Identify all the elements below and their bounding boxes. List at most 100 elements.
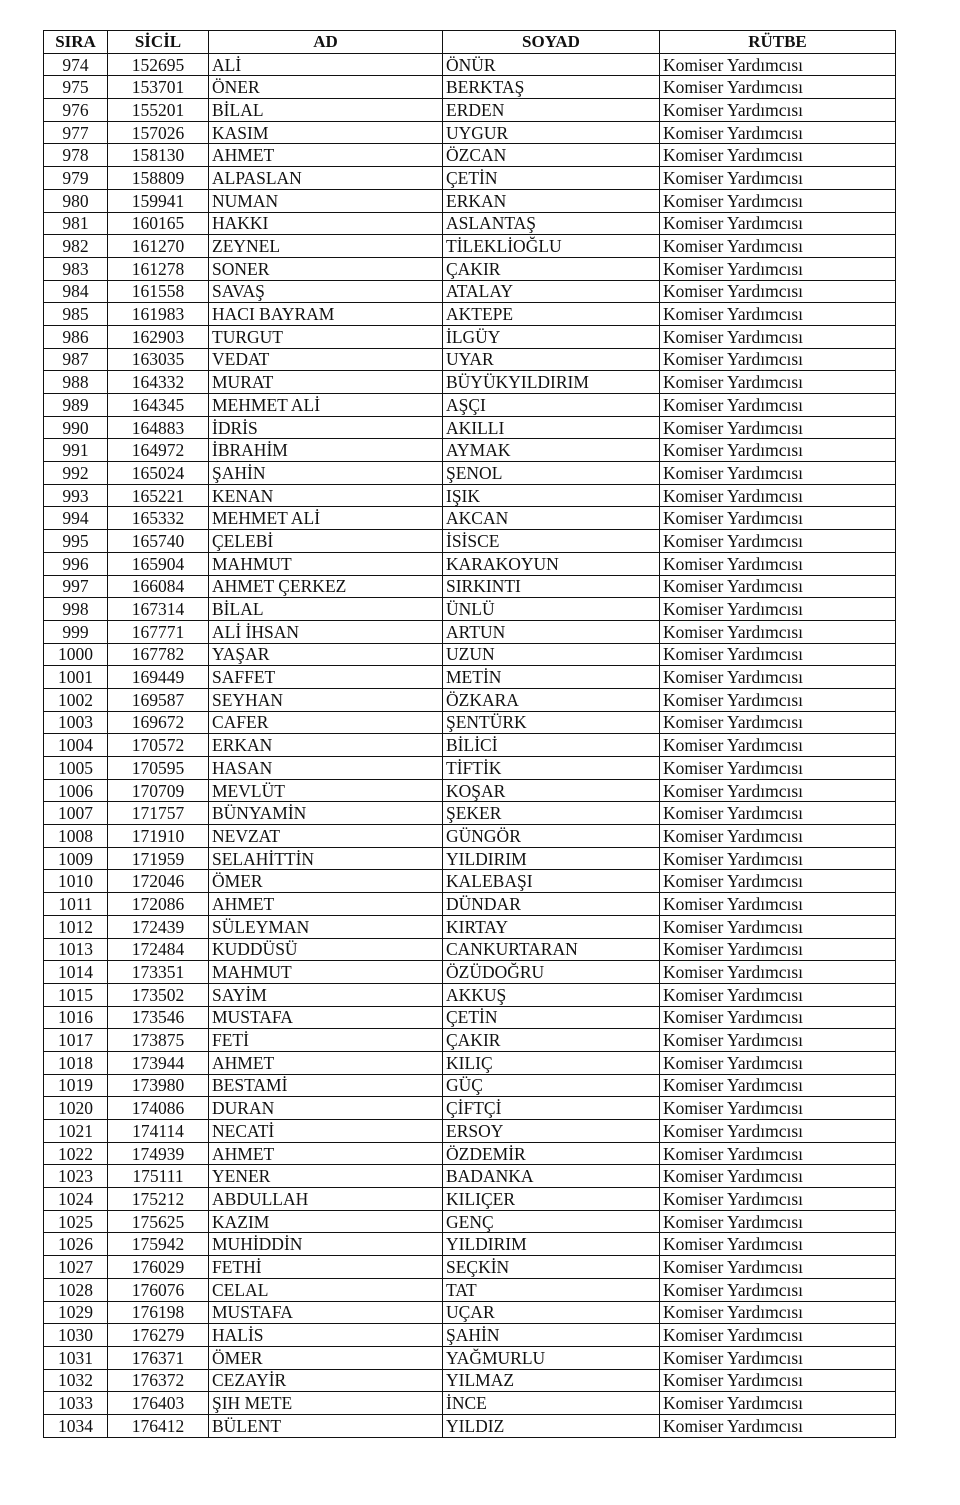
- cell-ad: İBRAHİM: [208, 438, 443, 463]
- table-row: 983 161278 SONER ÇAKIR Komiser Yardımcısı: [43, 256, 896, 281]
- cell-soyad: GÜNGÖR: [442, 824, 660, 848]
- cell-sira: 994: [43, 506, 108, 531]
- cell-sira: 1013: [43, 937, 108, 962]
- table-row: 978 158130 AHMET ÖZCAN Komiser Yardımcısı: [43, 143, 896, 168]
- table-row: 981 160165 HAKKI ASLANTAŞ Komiser Yardımcısı: [43, 211, 896, 236]
- cell-rutbe: Komiser Yardımcısı: [659, 710, 896, 735]
- cell-soyad: TİFTİK: [442, 756, 660, 780]
- cell-sira: 974: [43, 52, 108, 77]
- cell-soyad: ERKAN: [442, 188, 660, 213]
- cell-ad: SAVAŞ: [208, 279, 443, 304]
- table-row: 995 165740 ÇELEBİ İSİSCE Komiser Yardımcısı: [43, 529, 896, 553]
- table-row: 979 158809 ALPASLAN ÇETİN Komiser Yardımcısı: [43, 166, 896, 190]
- cell-ad: ABDULLAH: [208, 1187, 443, 1211]
- cell-ad: AHMET: [208, 892, 443, 916]
- cell-rutbe: Komiser Yardımcısı: [659, 506, 896, 531]
- cell-ad: ŞAHİN: [208, 461, 443, 485]
- cell-sicil: 161983: [107, 302, 209, 326]
- cell-sicil: 171910: [107, 824, 209, 848]
- cell-soyad: KILIÇER: [442, 1187, 660, 1211]
- cell-sicil: 155201: [107, 98, 209, 122]
- table-body: 974 152695 ALİ ÖNÜR Komiser Yardımcısı 975 153…: [43, 52, 896, 1438]
- cell-sicil: 171959: [107, 846, 209, 871]
- cell-soyad: YAĞMURLU: [442, 1345, 660, 1370]
- cell-ad: CEZAYİR: [208, 1368, 443, 1393]
- cell-sicil: 172086: [107, 892, 209, 916]
- cell-sicil: 169449: [107, 665, 209, 689]
- cell-sicil: 175212: [107, 1187, 209, 1211]
- cell-sira: 1021: [43, 1119, 108, 1143]
- cell-rutbe: Komiser Yardımcısı: [659, 1141, 896, 1166]
- cell-rutbe: Komiser Yardımcısı: [659, 665, 896, 689]
- header-row: SIRA SİCİL AD SOYAD RÜTBE: [43, 30, 896, 54]
- cell-rutbe: Komiser Yardımcısı: [659, 1232, 896, 1257]
- table-row: 990 164883 İDRİS AKILLI Komiser Yardımcısı: [43, 415, 896, 440]
- cell-sicil: 158130: [107, 143, 209, 168]
- cell-rutbe: Komiser Yardımcısı: [659, 801, 896, 826]
- cell-ad: SAYİM: [208, 982, 443, 1007]
- cell-sira: 1033: [43, 1391, 108, 1415]
- cell-ad: ÇELEBİ: [208, 529, 443, 553]
- table-row: 1008 171910 NEVZAT GÜNGÖR Komiser Yardımcısı: [43, 824, 896, 848]
- cell-rutbe: Komiser Yardımcısı: [659, 1050, 896, 1075]
- table-row: 986 162903 TURGUT İLGÜY Komiser Yardımcısı: [43, 324, 896, 349]
- cell-sicil: 173944: [107, 1050, 209, 1075]
- cell-rutbe: Komiser Yardımcısı: [659, 143, 896, 168]
- cell-rutbe: Komiser Yardımcısı: [659, 166, 896, 190]
- table-row: 997 166084 AHMET ÇERKEZ SIRKINTI Komiser Yar…: [43, 574, 896, 599]
- cell-soyad: TİLEKLİOĞLU: [442, 234, 660, 258]
- cell-ad: BESTAMİ: [208, 1073, 443, 1098]
- table-row: 1000 167782 YAŞAR UZUN Komiser Yardımcısı: [43, 642, 896, 667]
- cell-sira: 991: [43, 438, 108, 463]
- cell-soyad: KOŞAR: [442, 778, 660, 803]
- cell-sicil: 165024: [107, 461, 209, 485]
- cell-sicil: 176403: [107, 1391, 209, 1415]
- cell-sira: 998: [43, 597, 108, 621]
- cell-rutbe: Komiser Yardımcısı: [659, 1028, 896, 1052]
- cell-ad: VEDAT: [208, 347, 443, 372]
- cell-soyad: KILIÇ: [442, 1050, 660, 1075]
- cell-soyad: AKILLI: [442, 415, 660, 440]
- cell-sira: 984: [43, 279, 108, 304]
- table-row: 998 167314 BİLAL ÜNLÜ Komiser Yardımcısı: [43, 597, 896, 621]
- table-row: 1029 176198 MUSTAFA UÇAR Komiser Yardımcısı: [43, 1300, 896, 1325]
- cell-sicil: 172439: [107, 914, 209, 939]
- cell-sira: 1007: [43, 801, 108, 826]
- cell-sira: 1002: [43, 687, 108, 712]
- cell-rutbe: Komiser Yardımcısı: [659, 461, 896, 485]
- cell-sira: 1018: [43, 1050, 108, 1075]
- table-row: 1023 175111 YENER BADANKA Komiser Yardımcısı: [43, 1164, 896, 1189]
- cell-sira: 987: [43, 347, 108, 372]
- cell-ad: MEVLÜT: [208, 778, 443, 803]
- cell-sicil: 164345: [107, 393, 209, 417]
- cell-sira: 1028: [43, 1277, 108, 1302]
- cell-soyad: UYGUR: [442, 120, 660, 145]
- cell-ad: ALİ: [208, 52, 443, 77]
- table-row: 1011 172086 AHMET DÜNDAR Komiser Yardımcısı: [43, 892, 896, 916]
- table-row: 975 153701 ÖNER BERKTAŞ Komiser Yardımcısı: [43, 75, 896, 100]
- table-row: 1016 173546 MUSTAFA ÇETİN Komiser Yardımcısı: [43, 1005, 896, 1030]
- cell-rutbe: Komiser Yardımcısı: [659, 892, 896, 916]
- cell-sicil: 160165: [107, 211, 209, 236]
- header-rutbe: RÜTBE: [659, 30, 896, 54]
- table-row: 989 164345 MEHMET ALİ AŞÇI Komiser Yardımcıs…: [43, 393, 896, 417]
- cell-soyad: YILDIZ: [442, 1413, 660, 1438]
- table-row: 992 165024 ŞAHİN ŞENOL Komiser Yardımcısı: [43, 461, 896, 485]
- cell-ad: İDRİS: [208, 415, 443, 440]
- table-row: 985 161983 HACI BAYRAM AKTEPE Komiser Yardım…: [43, 302, 896, 326]
- cell-soyad: ARTUN: [442, 619, 660, 644]
- cell-soyad: ŞENTÜRK: [442, 710, 660, 735]
- cell-soyad: BERKTAŞ: [442, 75, 660, 100]
- cell-rutbe: Komiser Yardımcısı: [659, 529, 896, 553]
- cell-ad: CELAL: [208, 1277, 443, 1302]
- cell-rutbe: Komiser Yardımcısı: [659, 574, 896, 599]
- table-row: 1012 172439 SÜLEYMAN KIRTAY Komiser Yardımcı…: [43, 914, 896, 939]
- cell-ad: HACI BAYRAM: [208, 302, 443, 326]
- cell-ad: NECATİ: [208, 1119, 443, 1143]
- table-row: 1026 175942 MUHİDDİN YILDIRIM Komiser Yardım…: [43, 1232, 896, 1257]
- header-sicil: SİCİL: [107, 30, 209, 54]
- table-row: 1005 170595 HASAN TİFTİK Komiser Yardımcısı: [43, 756, 896, 780]
- cell-sira: 977: [43, 120, 108, 145]
- cell-ad: SEYHAN: [208, 687, 443, 712]
- cell-ad: AHMET: [208, 1141, 443, 1166]
